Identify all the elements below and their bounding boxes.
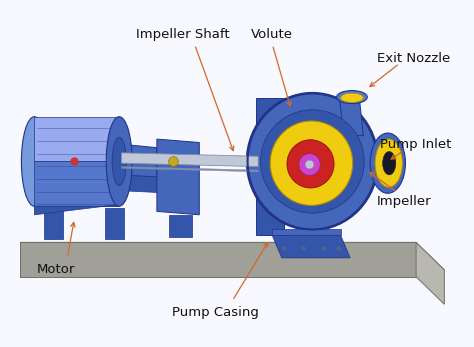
Text: Pump Inlet: Pump Inlet (380, 138, 452, 151)
Polygon shape (20, 242, 444, 270)
Polygon shape (35, 117, 119, 161)
Polygon shape (273, 236, 350, 258)
Text: Impeller Shaft: Impeller Shaft (136, 28, 229, 41)
Ellipse shape (261, 110, 364, 213)
Polygon shape (256, 98, 284, 236)
Ellipse shape (21, 117, 47, 206)
Text: Motor: Motor (36, 263, 75, 276)
Polygon shape (121, 153, 258, 167)
Polygon shape (416, 242, 444, 304)
Polygon shape (35, 161, 119, 206)
Ellipse shape (270, 121, 353, 205)
Polygon shape (20, 242, 416, 277)
Polygon shape (121, 167, 258, 172)
Polygon shape (44, 208, 63, 239)
Text: Exit Nozzle: Exit Nozzle (377, 52, 450, 65)
Ellipse shape (383, 152, 396, 175)
Ellipse shape (246, 93, 378, 230)
Polygon shape (121, 144, 157, 177)
Ellipse shape (299, 154, 320, 175)
Polygon shape (105, 208, 124, 239)
Text: Volute: Volute (251, 28, 293, 41)
Ellipse shape (106, 117, 132, 206)
Ellipse shape (112, 137, 126, 186)
Text: Impeller: Impeller (377, 195, 432, 208)
Ellipse shape (337, 91, 367, 104)
Polygon shape (273, 229, 341, 236)
Polygon shape (35, 204, 119, 215)
Polygon shape (157, 139, 199, 215)
Polygon shape (121, 175, 157, 193)
Polygon shape (169, 215, 192, 237)
Text: Pump Casing: Pump Casing (173, 306, 259, 319)
Ellipse shape (375, 139, 402, 187)
Ellipse shape (341, 93, 363, 102)
Ellipse shape (305, 160, 314, 169)
Ellipse shape (370, 133, 405, 193)
Polygon shape (340, 100, 363, 136)
Ellipse shape (287, 140, 334, 188)
